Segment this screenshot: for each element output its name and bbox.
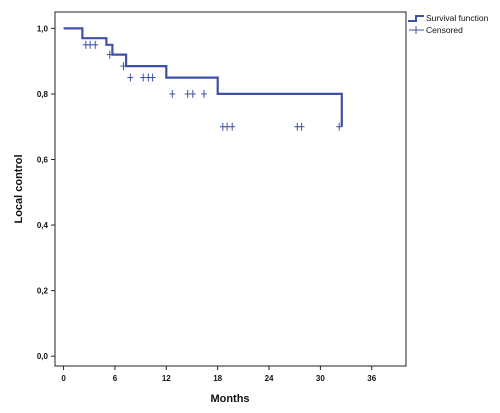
y-tick-label: 0,4: [37, 221, 49, 230]
censored-mark: [127, 73, 134, 82]
legend: Survival function Censored: [408, 13, 489, 35]
y-tick-label: 0,0: [37, 352, 49, 361]
censored-mark: [224, 122, 231, 131]
y-tick-label: 0,6: [37, 156, 49, 165]
legend-label-survival: Survival function: [426, 13, 489, 23]
x-axis-title: Months: [210, 393, 249, 405]
censored-mark: [120, 62, 127, 71]
legend-item-survival-function: Survival function: [408, 13, 489, 23]
censored-mark: [87, 40, 94, 49]
censored-mark: [106, 50, 113, 59]
y-tick-label: 0,8: [37, 90, 49, 99]
y-tick-label: 1,0: [37, 24, 49, 33]
x-tick-label: 6: [113, 374, 118, 383]
censored-mark: [169, 89, 176, 98]
x-tick-label: 18: [213, 374, 222, 383]
censored-mark: [298, 122, 305, 131]
survival-function-line: [63, 27, 343, 127]
censored-mark: [189, 89, 196, 98]
legend-swatch-survival: [408, 15, 424, 22]
censored-mark: [140, 73, 147, 82]
censored-mark: [92, 40, 99, 49]
x-axis: 0 6 12 18 24 30 36: [61, 366, 377, 383]
series-layer: [63, 27, 343, 131]
x-tick-label: 12: [162, 374, 171, 383]
legend-item-censored: Censored: [409, 25, 463, 35]
y-tick-label: 0,2: [37, 287, 49, 296]
x-tick-label: 30: [316, 374, 325, 383]
y-axis-title: Local control: [13, 154, 25, 223]
legend-label-censored: Censored: [426, 25, 463, 35]
censored-mark: [229, 122, 236, 131]
x-tick-label: 36: [367, 374, 376, 383]
x-tick-label: 24: [265, 374, 274, 383]
censored-mark: [336, 122, 343, 131]
censored-mark: [200, 89, 207, 98]
censored-mark: [149, 73, 156, 82]
y-axis: 0,0 0,2 0,4 0,6 0,8 1,0: [37, 24, 55, 361]
censored-mark: [184, 89, 191, 98]
plot-frame: [54, 11, 407, 367]
x-tick-label: 0: [61, 374, 66, 383]
